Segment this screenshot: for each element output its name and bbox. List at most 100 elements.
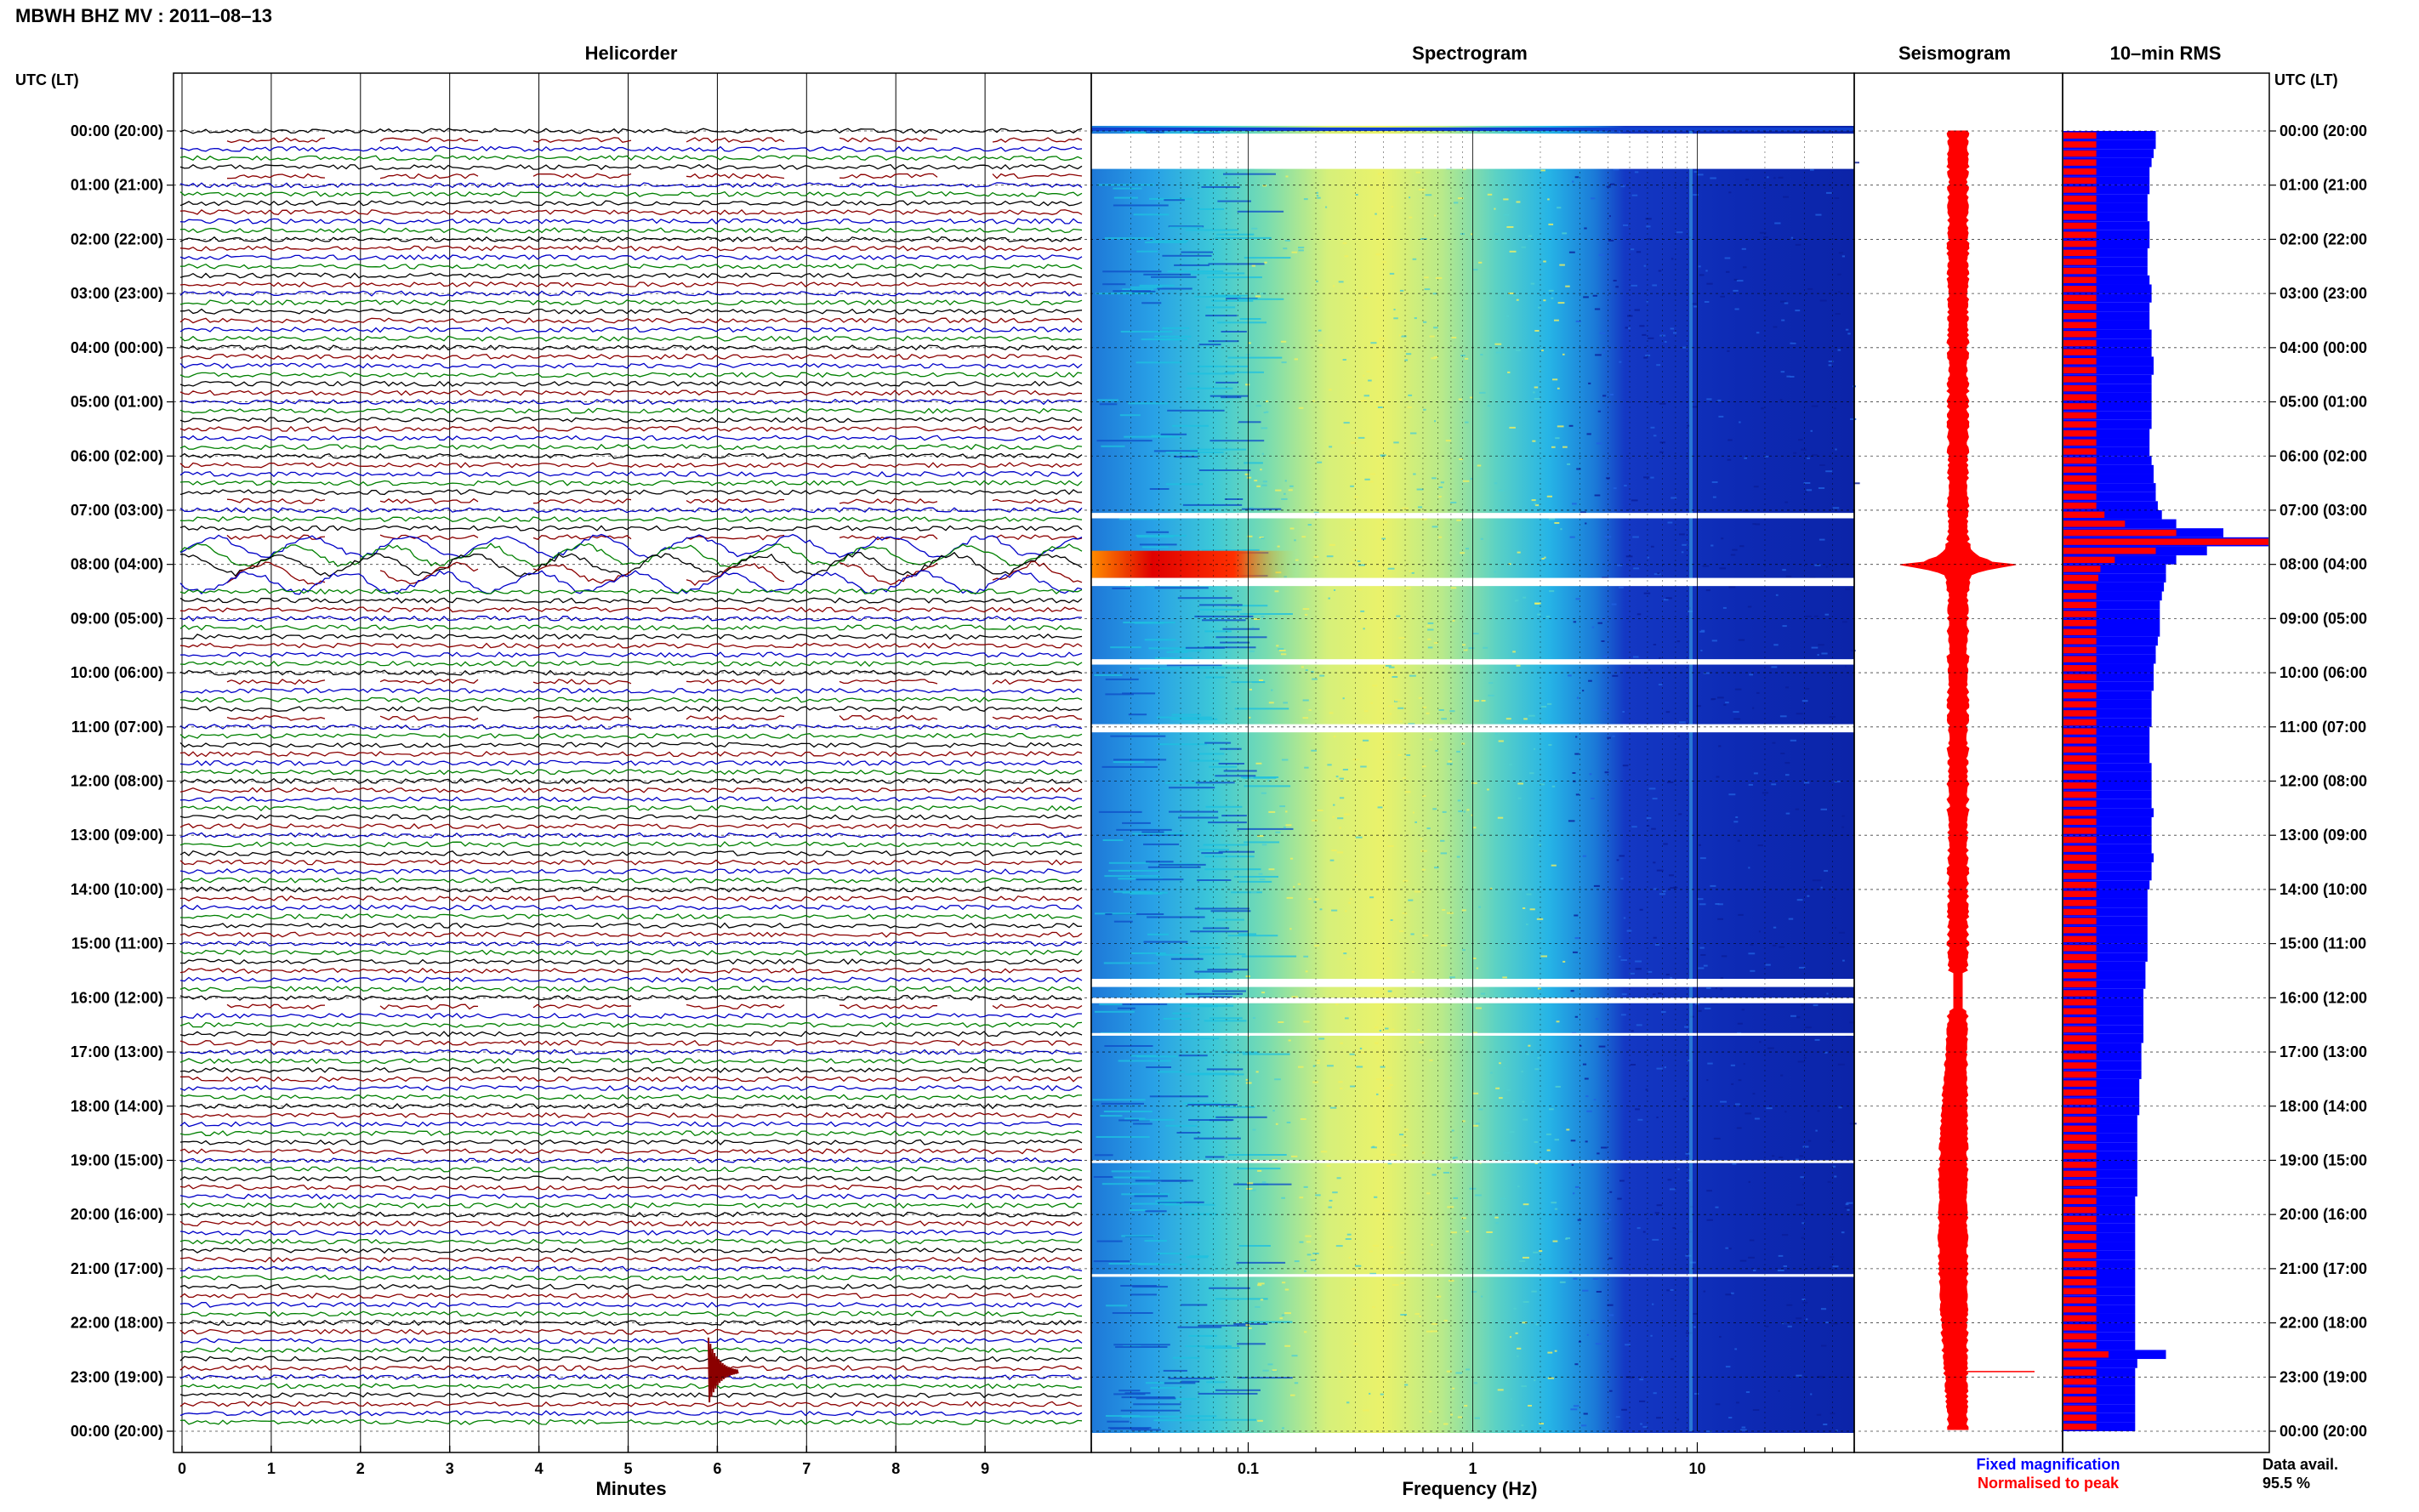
spectrogram-speckle xyxy=(1268,702,1274,704)
spectrogram-speckle xyxy=(1393,441,1399,444)
spectrogram-speckle xyxy=(1156,953,1194,956)
spectrogram-speckle xyxy=(1130,1054,1157,1057)
spectrogram-speckle xyxy=(1124,1392,1151,1395)
spectrogram-speckle xyxy=(1836,1430,1838,1432)
spectrogram-speckle xyxy=(1255,1071,1259,1073)
spectrogram-speckle xyxy=(1653,435,1657,437)
hour-gridlines xyxy=(167,130,2276,1432)
spectrogram-speckle xyxy=(1403,1128,1409,1131)
spectrogram-speckle xyxy=(1710,177,1716,179)
spectrogram-speckle xyxy=(1472,269,1478,271)
rms-bar-fixed xyxy=(2063,139,2156,150)
rms-bar-normalised xyxy=(2063,574,2098,582)
spectrogram-speckle xyxy=(1547,702,1552,705)
spectrogram-speckle xyxy=(1257,835,1264,838)
spectrogram-speckle xyxy=(1105,678,1139,680)
spectrogram-speckle xyxy=(1103,1111,1153,1112)
rms-bar-fixed xyxy=(2063,980,2146,989)
spectrogram-speckle xyxy=(1469,396,1473,399)
spectrogram-speckle xyxy=(1765,963,1771,966)
spectrogram-speckle xyxy=(1123,1344,1141,1347)
spectrogram-speckle xyxy=(1642,333,1647,336)
spectrogram-speckle xyxy=(1498,740,1504,742)
spectrogram-speckle xyxy=(1271,689,1273,691)
spectrogram-speckle xyxy=(1385,665,1392,667)
spectrogram-speckle xyxy=(1795,808,1800,810)
time-label-right: 21:00 (17:00 xyxy=(2280,1260,2367,1277)
helicorder-trace xyxy=(179,145,1083,152)
spectrogram-speckle xyxy=(1128,713,1147,716)
spectrogram-speckle xyxy=(1557,207,1562,209)
spectrogram-speckle xyxy=(1102,283,1126,286)
spectrogram-speckle xyxy=(1562,446,1568,448)
spectrogram-speckle xyxy=(1494,233,1500,236)
spectrogram-speckle xyxy=(1835,927,1836,929)
spectrogram-speckle xyxy=(1212,990,1246,992)
spectrogram-speckle xyxy=(1393,317,1398,320)
spectrogram-speckle xyxy=(1431,477,1437,480)
spectrogram-speckle xyxy=(1681,551,1684,554)
spectrogram-speckle xyxy=(1261,844,1267,846)
rms-bar-fixed xyxy=(2063,194,2148,203)
helicorder-trace xyxy=(179,1121,1083,1128)
rms-bar-normalised xyxy=(2063,159,2097,166)
time-label-left: 21:00 (17:00) xyxy=(71,1260,163,1277)
spectrogram-speckle xyxy=(1262,185,1267,187)
spectrogram-speckle xyxy=(1676,640,1681,643)
rms-bar-normalised xyxy=(2063,1188,2097,1196)
spectrogram-speckle xyxy=(1169,787,1215,789)
spectrogram-speckle xyxy=(1399,930,1404,932)
spectrogram-speckle xyxy=(1122,821,1151,824)
spectrogram-speckle xyxy=(1181,1380,1200,1383)
spectrogram-speckle xyxy=(1333,736,1336,738)
spectrogram-speckle xyxy=(1604,1220,1608,1222)
spectrogram-speckle xyxy=(1306,1241,1312,1243)
spectrogram-speckle xyxy=(1332,1191,1338,1194)
spectrogram-speckle xyxy=(1560,528,1562,531)
rms-bar-normalised xyxy=(2063,204,2097,211)
rms-bar-normalised xyxy=(2063,601,2097,609)
spectrogram-speckle xyxy=(1575,320,1581,322)
spectrogram-speckle xyxy=(1166,664,1222,667)
spectrogram-speckle xyxy=(1427,646,1433,649)
helicorder-title: Helicorder xyxy=(585,43,678,64)
spectrogram-speckle xyxy=(1541,350,1544,352)
time-label-left: 05:00 (01:00) xyxy=(71,394,163,411)
spectrogram-speckle xyxy=(1420,518,1427,520)
spectrogram-speckle xyxy=(1139,284,1175,287)
spectrogram-speckle xyxy=(1725,1293,1732,1296)
spectrogram-speckle xyxy=(1203,844,1249,846)
spectrogram-speckle xyxy=(1717,696,1724,699)
spectrogram-speckle xyxy=(1648,787,1656,790)
spectrogram-speckle xyxy=(1540,169,1545,172)
spectrogram-speckle xyxy=(1257,1419,1263,1422)
spectrogram-speckle xyxy=(1749,674,1753,676)
spectrogram-speckle xyxy=(1215,236,1272,239)
spectrogram-speckle xyxy=(1521,246,1526,248)
rms-bar-fixed xyxy=(2063,699,2152,709)
spectrogram-speckle xyxy=(1766,1107,1773,1110)
spectrogram-speckle xyxy=(1416,488,1424,491)
spectrogram-speckle xyxy=(1621,993,1627,996)
spectrogram-speckle xyxy=(1440,839,1445,842)
rms-bar-fixed xyxy=(2063,221,2150,230)
rms-bar-fixed xyxy=(2063,446,2150,457)
spectrogram-speckle xyxy=(1329,859,1335,861)
spectrogram-speckle xyxy=(1503,213,1510,216)
spectrogram-speckle xyxy=(1413,473,1416,475)
spectrogram-speckle xyxy=(1664,341,1667,343)
spectrogram-speckle xyxy=(1711,639,1717,642)
spectrogram-speckle xyxy=(1402,1007,1407,1009)
spectrogram-speckle xyxy=(1676,231,1683,234)
spectrogram-speckle xyxy=(1261,616,1265,618)
spectrogram-speckle xyxy=(1249,716,1251,719)
spectrogram-speckle xyxy=(1532,440,1536,442)
spectrogram-speckle xyxy=(1533,391,1535,394)
rms-bar-normalised xyxy=(2063,890,2097,897)
spectrogram-speckle xyxy=(1108,869,1159,872)
spectrogram-speckle xyxy=(1441,718,1447,720)
helicorder-trace xyxy=(179,281,1083,288)
rms-bar-fixed xyxy=(2063,1187,2137,1197)
helicorder-trace xyxy=(179,751,1083,758)
spectrogram-speckle xyxy=(1703,1290,1706,1293)
